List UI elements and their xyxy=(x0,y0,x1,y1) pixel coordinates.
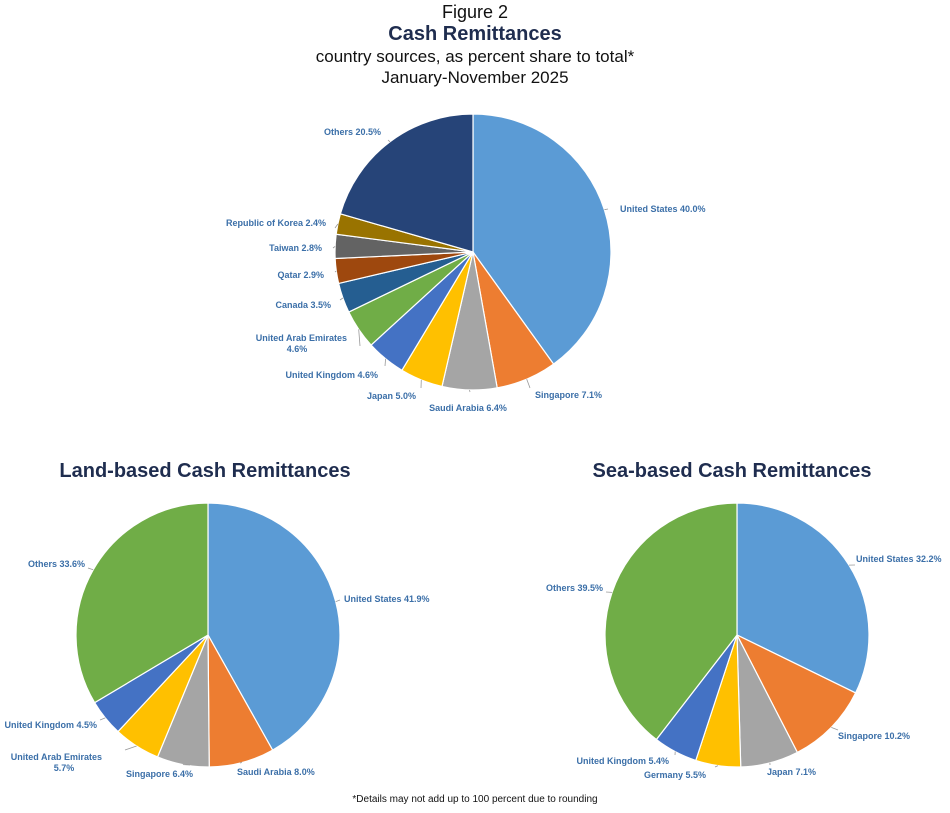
main-label-others: Others 20.5% xyxy=(324,127,381,137)
sea-label-others: Others 39.5% xyxy=(546,583,603,593)
main-slice-others xyxy=(339,113,474,253)
main-leader-united-kingdom xyxy=(384,358,386,367)
sea-label-united-states: United States 32.2% xyxy=(856,554,942,564)
sea-label-germany: Germany 5.5% xyxy=(644,770,706,780)
land-slice-others xyxy=(75,502,209,704)
main-leader-singapore xyxy=(526,378,531,389)
sea-label-japan: Japan 7.1% xyxy=(767,767,816,777)
land-leader-saudi-arabia xyxy=(239,762,243,764)
main-label-japan: Japan 5.0% xyxy=(367,391,416,401)
main-label-united-states: United States 40.0% xyxy=(620,204,706,214)
sea-leader-germany xyxy=(714,765,719,768)
figure-label: Figure 2 xyxy=(441,2,509,22)
land-label-singapore: Singapore 6.4% xyxy=(126,769,193,779)
sea-slice-singapore xyxy=(735,633,857,754)
main-pie: United States 40.0% Singapore 7.1% Saudi A… xyxy=(226,113,706,413)
main-leader-canada xyxy=(339,297,344,301)
land-pie: United States 41.9% Saudi Arabia 8.0% Sing… xyxy=(4,502,430,779)
land-leader-united-arab-emirates xyxy=(124,745,137,751)
land-leader-united-states xyxy=(335,599,341,602)
main-label-united-arab-emirates: United Arab Emirates 4.6% xyxy=(256,333,347,354)
main-leader-others xyxy=(387,139,391,143)
main-label-taiwan: Taiwan 2.8% xyxy=(269,243,322,253)
main-leader-taiwan xyxy=(332,246,336,249)
sea-label-singapore: Singapore 10.2% xyxy=(838,731,910,741)
land-label-saudi-arabia: Saudi Arabia 8.0% xyxy=(237,767,315,777)
land-label-united-arab-emirates: United Arab Emirates 5.7% xyxy=(11,752,102,773)
land-leader-others xyxy=(87,567,94,571)
main-label-republic-of-korea: Republic of Korea 2.4% xyxy=(226,218,326,228)
sea-based-chart-title: Sea-based Cash Remittances xyxy=(592,460,872,482)
sea-leader-singapore xyxy=(831,727,839,731)
sea-slice-united-states xyxy=(736,502,870,694)
main-label-united-kingdom: United Kingdom 4.6% xyxy=(285,370,378,380)
main-leader-qatar xyxy=(334,270,337,273)
main-chart-subtitle: country sources, as percent share to tot… xyxy=(315,47,635,66)
main-chart-period: January-November 2025 xyxy=(381,68,569,87)
main-label-singapore: Singapore 7.1% xyxy=(535,390,602,400)
sea-slice-others xyxy=(604,502,738,741)
main-slice-united-states xyxy=(472,113,612,365)
land-label-others: Others 33.6% xyxy=(28,559,85,569)
land-label-united-kingdom: United Kingdom 4.5% xyxy=(4,720,97,730)
sea-label-united-kingdom: United Kingdom 5.4% xyxy=(576,756,669,766)
main-chart-title: Cash Remittances xyxy=(388,23,562,45)
main-label-canada: Canada 3.5% xyxy=(275,300,331,310)
main-leader-saudi-arabia xyxy=(469,389,471,393)
land-leader-united-kingdom xyxy=(99,717,106,721)
footnote: *Details may not add up to 100 percent d… xyxy=(352,794,598,805)
sea-pie: United States 32.2% Singapore 10.2% Japan … xyxy=(546,502,942,780)
main-label-saudi-arabia: Saudi Arabia 6.4% xyxy=(429,403,507,413)
land-slice-united-states xyxy=(207,502,341,751)
main-leader-republic-of-korea xyxy=(334,223,339,229)
main-leader-united-arab-emirates xyxy=(358,329,361,347)
land-label-united-states: United States 41.9% xyxy=(344,594,430,604)
main-label-qatar: Qatar 2.9% xyxy=(277,270,324,280)
main-leader-united-states xyxy=(604,208,609,211)
land-based-chart-title: Land-based Cash Remittances xyxy=(59,460,351,482)
